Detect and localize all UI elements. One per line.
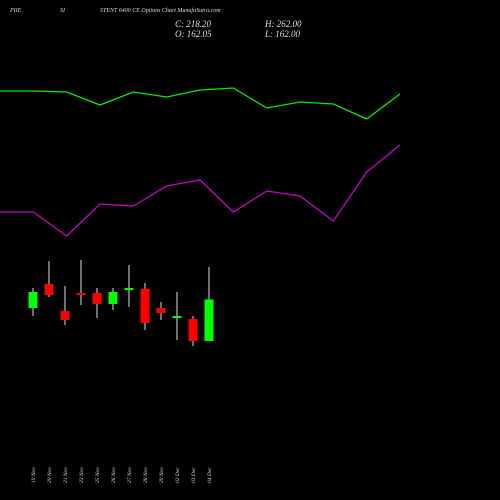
candle-body [108,292,118,304]
candle-body [172,315,182,318]
x-tick-label: 19 Nov [31,467,37,483]
x-tick-label: 28 Nov [143,467,149,483]
candle-body [204,299,214,341]
candle-body [60,311,70,320]
candle-body [140,288,150,324]
x-tick-label: 25 Nov [95,467,101,483]
candle-body [188,319,198,341]
x-tick-label: 04 Dec [206,467,213,483]
close-label: C: 218.20 [175,19,212,29]
x-tick-label: 29 Nov [159,467,165,483]
x-tick-label: 22 Nov [79,467,85,483]
high-label: H: 262.00 [264,19,302,29]
title-part: STENT 6400 CE Options Chart MunafaSutra.… [100,7,221,14]
x-tick-label: 21 Nov [63,467,69,483]
open-label: O: 162.05 [175,29,212,39]
x-tick-label: 20 Nov [47,467,53,483]
candle-body [156,307,166,314]
candle-body [92,292,102,304]
x-tick-label: 27 Nov [127,467,133,483]
x-tick-label: 26 Nov [111,467,117,483]
indicator-line [0,87,401,120]
indicator-line [0,144,401,237]
low-label: L: 162.00 [264,29,301,39]
x-tick-label: 02 Dec [175,467,181,483]
candle-body [76,292,86,295]
candle-body [28,292,38,308]
candle-body [44,284,54,295]
title-part: SI [60,8,66,14]
title-part: PIIE [9,8,22,14]
candle-body [124,288,134,291]
x-tick-label: 03 Dec [191,467,197,483]
